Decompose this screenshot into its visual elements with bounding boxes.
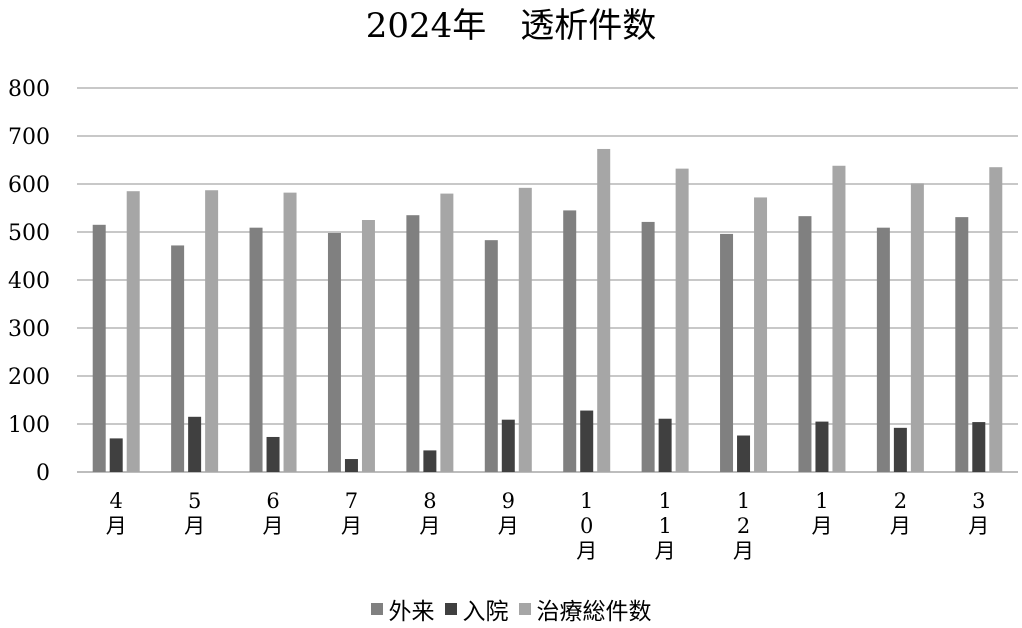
bar <box>754 197 767 472</box>
x-tick-label-char: 9 <box>502 489 515 513</box>
bar <box>127 191 140 472</box>
x-tick-label-char: 1 <box>658 514 671 538</box>
y-tick-label: 200 <box>8 365 50 390</box>
x-tick-label-char: 1 <box>815 489 828 513</box>
bar <box>580 411 593 472</box>
bar <box>519 188 532 472</box>
bar <box>676 169 689 472</box>
x-tick-label-char: 月 <box>733 539 754 563</box>
y-tick-label: 800 <box>8 77 50 102</box>
legend-item: 治療総件数 <box>519 592 652 626</box>
bar <box>188 417 201 472</box>
bar <box>485 240 498 472</box>
legend-label: 治療総件数 <box>537 592 652 626</box>
x-tick-label-char: 月 <box>655 539 676 563</box>
bar <box>250 228 263 472</box>
x-tick-label-char: 月 <box>890 514 911 538</box>
bar <box>502 420 515 472</box>
bar <box>597 149 610 472</box>
bar <box>406 215 419 472</box>
bar <box>894 428 907 472</box>
bar <box>955 217 968 472</box>
x-tick-label-char: 月 <box>968 514 989 538</box>
bar <box>642 222 655 472</box>
bar <box>93 225 106 472</box>
x-tick-label-char: 月 <box>498 514 519 538</box>
y-tick-label: 500 <box>8 221 50 246</box>
x-tick-label-char: 0 <box>580 514 593 538</box>
legend-swatch <box>371 603 383 615</box>
x-tick-label-char: 6 <box>266 489 279 513</box>
bar <box>877 228 890 472</box>
x-tick-label-char: 4 <box>110 489 123 513</box>
bar <box>720 234 733 472</box>
bar <box>563 210 576 472</box>
x-tick-label-char: 月 <box>184 514 205 538</box>
x-tick-label-char: 月 <box>576 539 597 563</box>
x-tick-label-char: 1 <box>737 489 750 513</box>
x-tick-label-char: 1 <box>658 489 671 513</box>
x-tick-label-char: 5 <box>188 489 201 513</box>
x-tick-label-char: 月 <box>106 514 127 538</box>
y-tick-label: 100 <box>8 413 50 438</box>
legend-item: 外来 <box>371 592 435 626</box>
bar <box>659 419 672 472</box>
bar <box>284 193 297 472</box>
bar <box>423 450 436 472</box>
x-tick-label-char: 3 <box>972 489 985 513</box>
bar <box>267 437 280 472</box>
bar <box>328 233 341 472</box>
y-tick-label: 0 <box>36 461 50 486</box>
y-tick-label: 700 <box>8 125 50 150</box>
x-tick-label-char: 月 <box>811 514 832 538</box>
bar <box>362 220 375 472</box>
bar <box>815 422 828 472</box>
x-tick-label-char: 2 <box>737 514 750 538</box>
legend-swatch <box>445 603 457 615</box>
bar <box>989 167 1002 472</box>
bar <box>737 436 750 472</box>
y-tick-label: 300 <box>8 317 50 342</box>
bar <box>205 190 218 472</box>
bar <box>972 422 985 472</box>
legend-item: 入院 <box>445 592 509 626</box>
x-tick-label-char: 7 <box>345 489 358 513</box>
bar <box>171 245 184 472</box>
x-tick-label-char: 8 <box>423 489 436 513</box>
y-tick-label: 400 <box>8 269 50 294</box>
legend-label: 入院 <box>463 592 509 626</box>
y-tick-label: 600 <box>8 173 50 198</box>
bar <box>110 438 123 472</box>
bar <box>345 459 358 472</box>
bar <box>798 216 811 472</box>
x-tick-label-char: 月 <box>341 514 362 538</box>
legend: 外来 入院 治療総件数 <box>0 592 1022 626</box>
x-tick-label-char: 1 <box>580 489 593 513</box>
legend-swatch <box>519 603 531 615</box>
x-tick-label-char: 2 <box>894 489 907 513</box>
bar <box>440 194 453 472</box>
legend-label: 外来 <box>389 592 435 626</box>
x-tick-label-char: 月 <box>419 514 440 538</box>
x-tick-label-char: 月 <box>263 514 284 538</box>
bar <box>911 184 924 472</box>
bar <box>832 166 845 472</box>
